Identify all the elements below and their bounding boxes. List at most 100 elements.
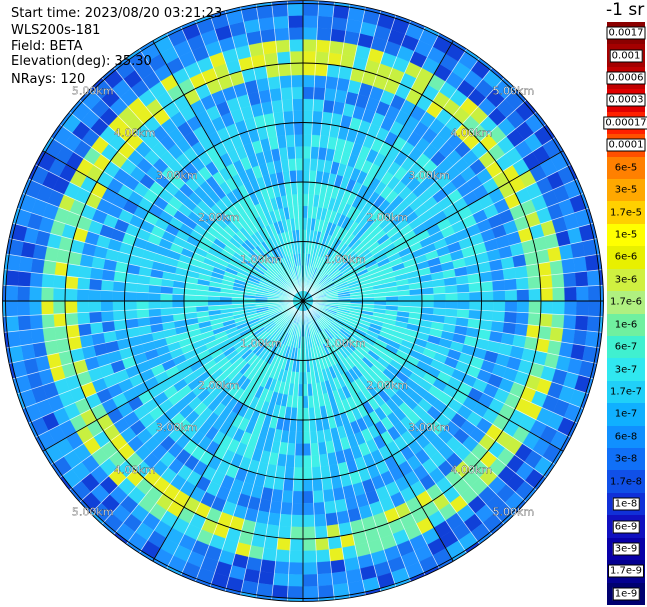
range-gate-cell [504, 311, 518, 324]
range-gate-cell [302, 502, 315, 516]
range-gate-cell [588, 300, 601, 317]
range-gate-cell [124, 282, 138, 293]
range-gate-cell [445, 300, 458, 310]
range-gate-cell [272, 15, 289, 29]
range-gate-cell [54, 261, 69, 277]
range-gate-cell [576, 285, 589, 302]
range-gate-cell [480, 310, 494, 322]
range-gate-cell [398, 0, 419, 13]
range-gate-cell [294, 455, 304, 468]
ray-separator [312, 238, 597, 300]
range-gate-cell [33, 469, 53, 491]
range-gate-cell [543, 482, 564, 504]
range-gate-cell [330, 28, 346, 43]
range-gate-cell [187, 589, 208, 602]
range-gate-cell [65, 312, 79, 327]
range-gate-cell [271, 3, 289, 18]
range-gate-cell [514, 265, 529, 279]
range-gate-cell [537, 325, 552, 341]
range-gate-cell [497, 51, 519, 72]
range-gate-cell [17, 315, 31, 332]
range-gate-cell [509, 519, 531, 541]
range-gate-cell [289, 550, 304, 563]
range-gate-cell [279, 75, 292, 89]
ray-separator [310, 124, 547, 296]
range-gate-cell [549, 326, 564, 343]
range-gate-cell [41, 313, 55, 329]
range-gate-cell [124, 309, 138, 320]
range-gate-cell [428, 576, 450, 595]
range-gate-cell [258, 16, 275, 31]
colorbar-label: 3e-8 [614, 453, 638, 465]
range-gate-cell [469, 291, 482, 302]
range-gate-cell [325, 512, 339, 527]
colorbar-label: 6e-8 [614, 431, 638, 443]
range-gate-cell [457, 300, 470, 310]
ray-separator [306, 20, 412, 292]
range-gate-cell [563, 314, 577, 330]
range-gate-cell [292, 479, 304, 492]
range-gate-cell [29, 286, 42, 302]
elevation-text: Elevation(deg): 35.30 [11, 54, 152, 69]
range-gate-cell [310, 134, 321, 148]
range-gate-cell [578, 426, 597, 448]
range-gate-cell [271, 584, 289, 599]
range-gate-cell [77, 265, 92, 279]
range-gate-cell [492, 279, 506, 292]
range-gate-cell [100, 310, 114, 323]
range-gate-cell [292, 110, 304, 123]
range-gate-cell [171, 300, 185, 309]
range-gate-cell [281, 98, 294, 112]
colorbar-label: 1.7e-8 [609, 476, 643, 488]
range-gate-cell [526, 324, 540, 339]
range-gate-cell [553, 469, 573, 491]
ray-separator [224, 10, 301, 292]
range-gate-cell [480, 280, 494, 292]
range-gate-cell [528, 300, 542, 314]
range-gate-cell [267, 512, 281, 527]
ray-separator [306, 26, 426, 293]
range-gate-cell [586, 315, 601, 333]
range-gate-cell [302, 562, 318, 575]
range-gate-cell [481, 290, 494, 302]
range-gate-cell [88, 278, 102, 291]
range-gate-cell [293, 122, 304, 135]
range-gate-cell [311, 466, 322, 480]
range-gate-cell [42, 482, 63, 504]
range-gate-cell [597, 380, 604, 401]
range-gate-cell [100, 279, 114, 292]
range-gate-cell [219, 0, 239, 3]
range-gate-cell [433, 300, 446, 309]
range-ring-label: 5.00km [493, 505, 535, 518]
ray-separator [305, 15, 397, 292]
range-gate-cell [443, 568, 464, 588]
range-gate-cell [331, 571, 348, 586]
range-gate-cell [573, 256, 588, 273]
range-ring-label: 3.00km [156, 421, 198, 434]
range-gate-cell [296, 407, 304, 421]
ray-separator [311, 178, 578, 298]
colorbar-label: 3e-5 [614, 184, 638, 196]
range-gate-cell [540, 287, 554, 302]
range-gate-cell [326, 524, 341, 538]
range-gate-cell [5, 285, 18, 302]
range-ring-label: 1.00km [240, 337, 282, 350]
range-ring-label: 3.00km [408, 169, 450, 182]
range-gate-cell [64, 288, 78, 302]
range-gate-cell [302, 122, 313, 135]
range-ring-label: 2.00km [366, 379, 408, 392]
range-gate-cell [279, 513, 292, 527]
range-gate-cell [5, 315, 20, 333]
range-gate-cell [302, 86, 315, 100]
range-gate-cell [280, 502, 293, 516]
range-gate-cell [302, 597, 320, 602]
range-gate-cell [526, 263, 540, 278]
range-gate-cell [296, 181, 304, 195]
range-gate-cell [302, 574, 319, 587]
range-ring-label: 5.00km [493, 85, 535, 98]
range-gate-cell [284, 122, 295, 136]
range-gate-cell [66, 263, 80, 278]
range-ring-label: 4.00km [114, 463, 156, 476]
colorbar-label: 1.7e-5 [609, 207, 643, 219]
range-gate-cell [219, 599, 239, 602]
